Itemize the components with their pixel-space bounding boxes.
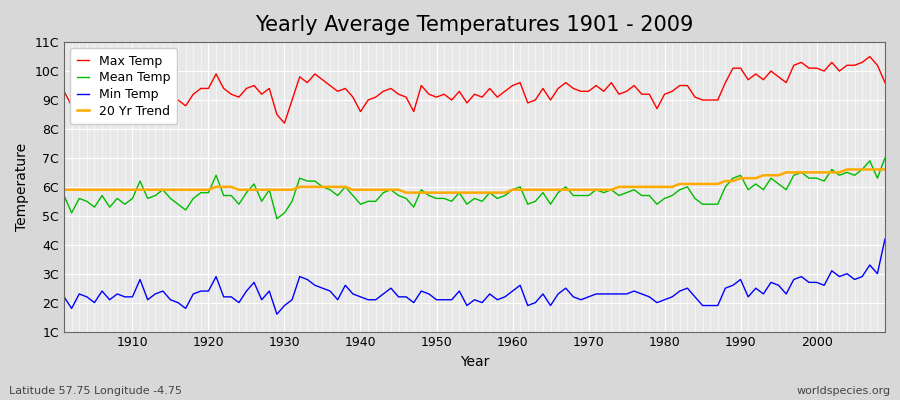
Max Temp: [340, 86, 351, 91]
20 Yr Trend: [400, 190, 411, 195]
Line: 20 Yr Trend: 20 Yr Trend: [64, 170, 885, 193]
Max Temp: [879, 80, 890, 85]
Text: Latitude 57.75 Longitude -4.75: Latitude 57.75 Longitude -4.75: [9, 386, 182, 396]
20 Yr Trend: [332, 184, 343, 189]
Min Temp: [272, 312, 283, 317]
Max Temp: [279, 121, 290, 126]
Max Temp: [864, 54, 875, 59]
Mean Temp: [507, 187, 517, 192]
Min Temp: [515, 283, 526, 288]
20 Yr Trend: [287, 187, 298, 192]
20 Yr Trend: [507, 187, 517, 192]
20 Yr Trend: [58, 187, 69, 192]
Min Temp: [879, 236, 890, 241]
Mean Temp: [272, 216, 283, 221]
Line: Min Temp: Min Temp: [64, 239, 885, 314]
Text: worldspecies.org: worldspecies.org: [796, 386, 891, 396]
Min Temp: [606, 292, 616, 296]
20 Yr Trend: [879, 167, 890, 172]
Min Temp: [340, 283, 351, 288]
Min Temp: [120, 294, 130, 299]
Title: Yearly Average Temperatures 1901 - 2009: Yearly Average Temperatures 1901 - 2009: [256, 15, 694, 35]
Mean Temp: [879, 156, 890, 160]
20 Yr Trend: [842, 167, 852, 172]
X-axis label: Year: Year: [460, 355, 490, 369]
Max Temp: [515, 80, 526, 85]
Mean Temp: [58, 193, 69, 198]
20 Yr Trend: [515, 187, 526, 192]
Min Temp: [507, 289, 517, 294]
Mean Temp: [340, 184, 351, 189]
Mean Temp: [294, 176, 305, 180]
Line: Mean Temp: Mean Temp: [64, 158, 885, 219]
Max Temp: [58, 89, 69, 94]
Min Temp: [58, 294, 69, 299]
20 Yr Trend: [120, 187, 130, 192]
20 Yr Trend: [606, 187, 616, 192]
Max Temp: [606, 80, 616, 85]
Mean Temp: [120, 202, 130, 207]
Max Temp: [120, 98, 130, 102]
Max Temp: [294, 74, 305, 79]
Y-axis label: Temperature: Temperature: [15, 143, 29, 231]
Legend: Max Temp, Mean Temp, Min Temp, 20 Yr Trend: Max Temp, Mean Temp, Min Temp, 20 Yr Tre…: [70, 48, 176, 124]
Line: Max Temp: Max Temp: [64, 56, 885, 123]
Max Temp: [507, 83, 517, 88]
Mean Temp: [606, 187, 616, 192]
Mean Temp: [515, 184, 526, 189]
Min Temp: [294, 274, 305, 279]
